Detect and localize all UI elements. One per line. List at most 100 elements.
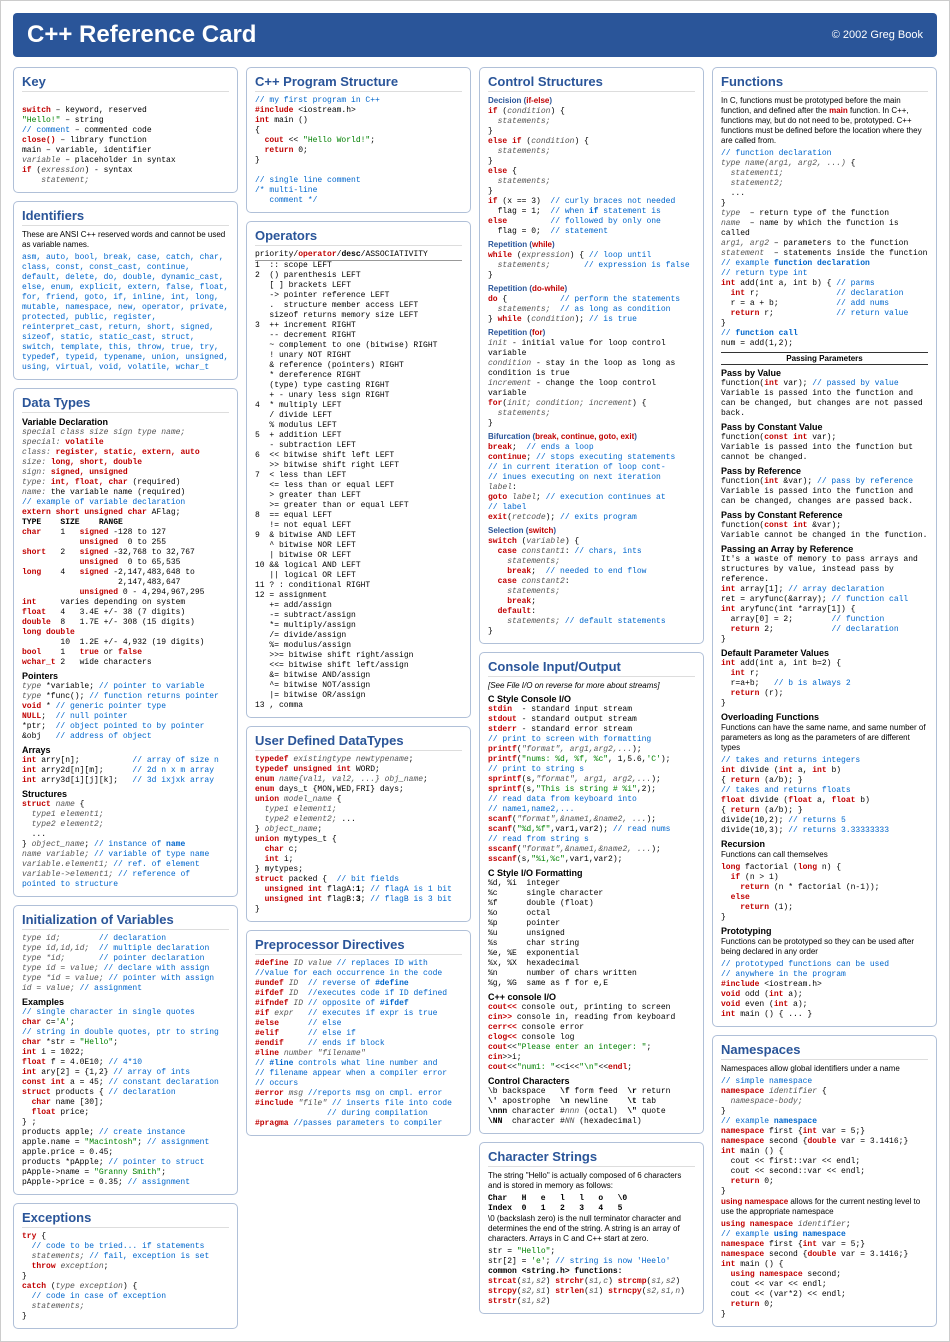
control-title: Control Structures [488, 74, 695, 92]
parr-body: It's a waste of memory to pass arrays an… [721, 555, 928, 645]
identifiers-title: Identifiers [22, 208, 229, 226]
strings-box: Character Strings The string "Hello" is … [479, 1142, 704, 1314]
strings-tbl: Char H e l l o \0 Index 0 1 2 3 4 5 [488, 1194, 695, 1214]
pointers-hdr: Pointers [22, 671, 229, 681]
userdef-body: typedef existingtype newtypename; typede… [255, 755, 462, 915]
structures-hdr: Structures [22, 789, 229, 799]
fmt-hdr: C Style I/O Formatting [488, 868, 695, 878]
while-body: while (expression) { // loop until state… [488, 251, 695, 281]
pbcr-hdr: Pass by Constant Reference [721, 510, 928, 520]
cpp-hdr: C++ console I/O [488, 992, 695, 1002]
overload-body: // takes and returns integers int divide… [721, 756, 928, 836]
ctrlchars-hdr: Control Characters [488, 1076, 695, 1086]
operators-title: Operators [255, 228, 462, 246]
operators-hdr: priority/operator/desc/ASSOCIATIVITY [255, 250, 462, 260]
sizes: char 1 signed -128 to 127 unsigned 0 to … [22, 528, 229, 668]
pbr-hdr: Pass by Reference [721, 466, 928, 476]
datatypes-title: Data Types [22, 395, 229, 413]
dowhile-hdr: Repetition (do-while) [488, 284, 695, 293]
key-box: Key switch – keyword, reserved "Hello!" … [13, 67, 238, 193]
while-hdr: Repetition (while) [488, 240, 695, 249]
userdef-title: User Defined DataTypes [255, 733, 462, 751]
overload-hdr: Overloading Functions [721, 712, 928, 722]
proto-desc: Functions can be prototyped so they can … [721, 937, 928, 957]
proto-body: // prototyped functions can be used // a… [721, 960, 928, 1020]
functions-ex: // example function declaration // retur… [721, 259, 928, 349]
header: C++ Reference Card © 2002 Greg Book [13, 13, 937, 57]
preproc-box: Preprocessor Directives #define ID value… [246, 930, 471, 1136]
initvars-box: Initialization of Variables type id; // … [13, 905, 238, 1195]
structures-body: struct name { type1 element1; type2 elem… [22, 800, 229, 890]
exceptions-title: Exceptions [22, 1210, 229, 1228]
identifiers-list: asm, auto, bool, break, case, catch, cha… [22, 253, 229, 373]
col-2: C++ Program Structure // my first progra… [246, 67, 471, 1329]
defparam-body: int add(int a, int b=2) { int r; r=a+b; … [721, 659, 928, 709]
vardecl-body: special class size sign type name; speci… [22, 428, 229, 518]
overload-desc: Functions can have the same name, and sa… [721, 723, 928, 753]
recursion-body: long factorial (long n) { if (n > 1) ret… [721, 863, 928, 923]
strings-desc2: \0 (backslash zero) is the null terminat… [488, 1214, 695, 1244]
pbv-hdr: Pass by Value [721, 368, 928, 378]
for-hdr: Repetition (for) [488, 328, 695, 337]
console-title: Console Input/Output [488, 659, 695, 677]
defparam-hdr: Default Parameter Values [721, 648, 928, 658]
userdef-box: User Defined DataTypes typedef existingt… [246, 726, 471, 922]
arrays-body: int arry[n]; // array of size n int arry… [22, 756, 229, 786]
pbv-body: function(int var); // passed by value Va… [721, 379, 928, 419]
examples-body: // single character in single quotes cha… [22, 1008, 229, 1188]
col-3: Control Structures Decision (if-else) if… [479, 67, 704, 1329]
identifiers-desc: These are ANSI C++ reserved words and ca… [22, 230, 229, 250]
ctrlchars-body: \b backspace \f form feed \r return \' a… [488, 1087, 695, 1127]
key-title: Key [22, 74, 229, 92]
pointers-body: type *variable; // pointer to variable t… [22, 682, 229, 742]
switch-hdr: Selection (switch) [488, 526, 695, 535]
decision-body: if (condition) { statements; } else if (… [488, 107, 695, 237]
preproc-title: Preprocessor Directives [255, 937, 462, 955]
namespaces-box: Namespaces Namespaces allow global ident… [712, 1035, 937, 1327]
recursion-hdr: Recursion [721, 839, 928, 849]
arrays-hdr: Arrays [22, 745, 229, 755]
console-box: Console Input/Output [See File I/O on re… [479, 652, 704, 1134]
col-1: Key switch – keyword, reserved "Hello!" … [13, 67, 238, 1329]
namespaces-body: // simple namespace namespace identifier… [721, 1077, 928, 1197]
for-body: init - initial value for loop control va… [488, 339, 695, 429]
strings-body: str = "Hello"; str[2] = 'e'; // string i… [488, 1247, 695, 1307]
pbr-body: function(int &var); // pass by reference… [721, 477, 928, 507]
switch-body: switch (variable) { case constant1: // c… [488, 537, 695, 637]
examples-hdr: Examples [22, 997, 229, 1007]
initvars-body: type id; // declaration type id,id,id; /… [22, 934, 229, 994]
exceptions-box: Exceptions try { // code to be tried... … [13, 1203, 238, 1329]
namespaces-title: Namespaces [721, 1042, 928, 1060]
operators-body: 1 :: scope LEFT 2 () parenthesis LEFT [ … [255, 260, 462, 711]
functions-desc: In C, functions must be prototyped befor… [721, 96, 928, 146]
pbcv-body: function(const int var); Variable is pas… [721, 433, 928, 463]
initvars-title: Initialization of Variables [22, 912, 229, 930]
identifiers-box: Identifiers These are ANSI C++ reserved … [13, 201, 238, 380]
using-desc: using namespace allows for the current n… [721, 1197, 928, 1217]
functions-title: Functions [721, 74, 928, 92]
functions-box: Functions In C, functions must be protot… [712, 67, 937, 1027]
page: C++ Reference Card © 2002 Greg Book Key … [0, 0, 950, 1342]
parr-hdr: Passing an Array by Reference [721, 544, 928, 554]
functions-decl: // function declaration type name(arg1, … [721, 149, 928, 209]
passing-hdr: Passing Parameters [721, 352, 928, 365]
columns: Key switch – keyword, reserved "Hello!" … [13, 67, 937, 1329]
fmt-body: %d, %i integer %c single character %f do… [488, 879, 695, 989]
recursion-desc: Functions can call themselves [721, 850, 928, 860]
using-body: using namespace identifier; // example u… [721, 1220, 928, 1320]
bifurc-body: break; // ends a loop continue; // stops… [488, 443, 695, 523]
key-items: switch – keyword, reserved "Hello!" – st… [22, 96, 229, 186]
exceptions-body: try { // code to be tried... if statemen… [22, 1232, 229, 1322]
datatypes-box: Data Types Variable Declaration special … [13, 388, 238, 897]
strings-desc: The string "Hello" is actually composed … [488, 1171, 695, 1191]
strings-title: Character Strings [488, 1149, 695, 1167]
control-box: Control Structures Decision (if-else) if… [479, 67, 704, 644]
program-box: C++ Program Structure // my first progra… [246, 67, 471, 213]
pbcr-body: function(const int &var); Variable canno… [721, 521, 928, 541]
cstyle-hdr: C Style Console I/O [488, 694, 695, 704]
namespaces-desc: Namespaces allow global identifiers unde… [721, 1064, 928, 1074]
pbcv-hdr: Pass by Constant Value [721, 422, 928, 432]
operators-box: Operators priority/operator/desc/ASSOCIA… [246, 221, 471, 718]
vardecl-hdr: Variable Declaration [22, 417, 229, 427]
cpp-body: cout<< console out, printing to screen c… [488, 1003, 695, 1073]
